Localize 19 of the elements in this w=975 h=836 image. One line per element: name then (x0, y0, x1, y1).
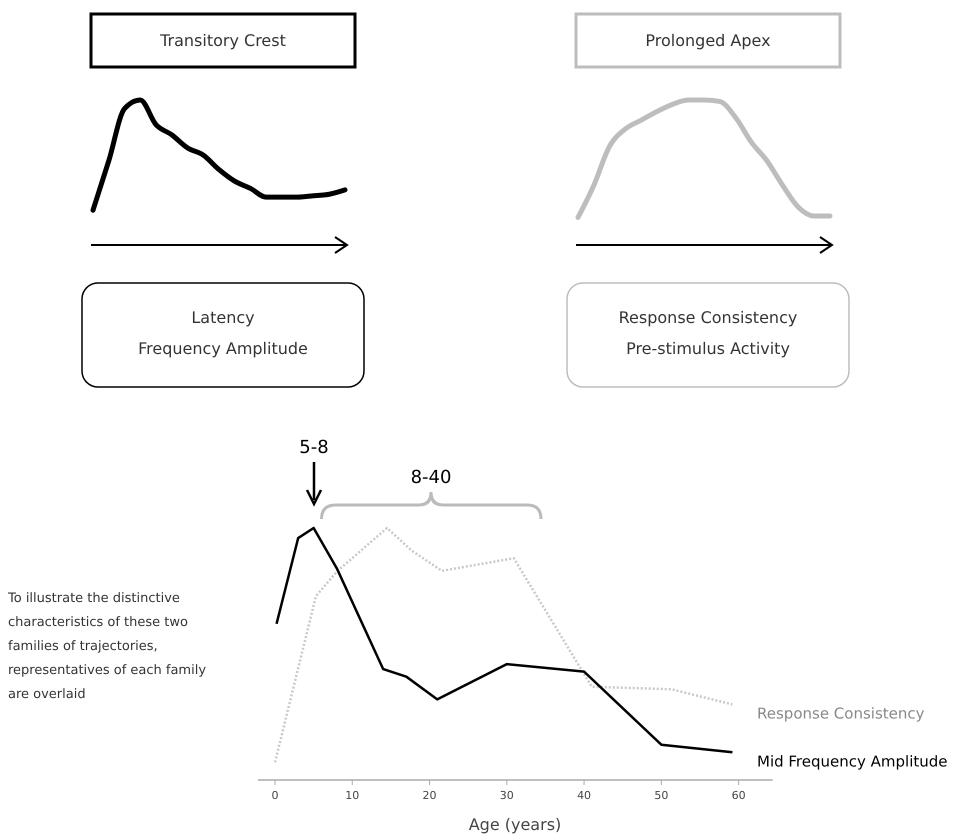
x-tick-label: 20 (422, 789, 437, 802)
chart-title: Transitory Crest (159, 31, 286, 50)
x-tick-label: 40 (577, 789, 592, 802)
text: Frequency Amplitude (138, 339, 308, 358)
x-tick-label: 30 (500, 789, 514, 802)
text: To illustrate the distinctive characteristics of these two families of trajectories, representatives of each family are overlaid (7, 591, 206, 702)
text: Latency (191, 308, 255, 327)
text: 5-8 (299, 437, 329, 458)
x-tick-label: 50 (654, 789, 668, 802)
x-tick-label: 10 (345, 789, 360, 802)
text: Pre-stimulus Activity (626, 339, 790, 358)
text: 8-40 (410, 467, 452, 488)
series-label: Mid Frequency Amplitude (757, 752, 948, 770)
x-tick-label: 0 (272, 789, 278, 802)
chart-title: Prolonged Apex (645, 31, 771, 50)
x-axis-title: Age (years) (468, 815, 562, 834)
x-tick-label: 60 (732, 789, 746, 802)
text: Response Consistency (618, 308, 798, 327)
series-label: Response Consistency (757, 704, 925, 722)
